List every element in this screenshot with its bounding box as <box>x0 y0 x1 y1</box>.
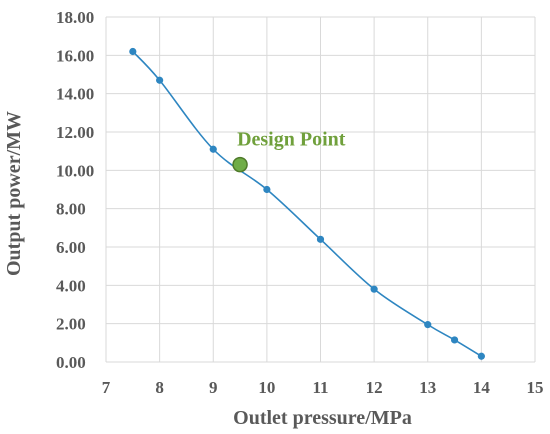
data-point <box>316 235 325 243</box>
x-tick-label: 13 <box>419 378 436 397</box>
y-tick-label: 2.00 <box>56 315 86 334</box>
x-tick-label: 12 <box>366 378 383 397</box>
grid <box>105 16 536 363</box>
data-point <box>370 285 378 293</box>
x-tick-label: 8 <box>155 378 164 397</box>
series-layer <box>129 47 485 360</box>
x-tick-label: 7 <box>102 378 111 397</box>
y-tick-label: 10.00 <box>56 161 94 180</box>
x-tick-label: 10 <box>258 378 275 397</box>
y-tick-label: 8.00 <box>56 200 86 219</box>
x-tick-label: 9 <box>209 378 218 397</box>
data-point <box>129 47 137 56</box>
x-tick-label: 15 <box>527 378 544 397</box>
labels: Outlet pressure/MPa Output power/MW Desi… <box>3 111 412 429</box>
design-point-marker <box>232 156 248 173</box>
y-tick-label: 18.00 <box>56 8 94 27</box>
y-axis-title: Output power/MW <box>3 111 25 276</box>
y-tick-label: 4.00 <box>56 276 86 295</box>
x-tick-label: 14 <box>473 378 491 397</box>
y-tick-label: 6.00 <box>56 238 86 257</box>
data-point <box>424 321 432 329</box>
y-tick-label: 0.00 <box>56 353 86 372</box>
y-tick-label: 16.00 <box>56 46 94 65</box>
data-point <box>450 336 459 344</box>
series-line <box>132 50 482 357</box>
y-tick-label: 14.00 <box>56 85 94 104</box>
design-point-label: Design Point <box>237 128 346 150</box>
data-point <box>477 352 485 360</box>
data-point <box>156 76 164 84</box>
x-tick-label: 11 <box>312 378 328 397</box>
x-axis-title: Outlet pressure/MPa <box>233 407 412 429</box>
y-tick-label: 12.00 <box>56 123 94 142</box>
data-point <box>263 185 271 194</box>
axes: 0.00 2.00 4.00 6.00 8.00 10.00 12.00 14.00 16.00… <box>56 8 544 397</box>
data-point <box>209 145 217 153</box>
